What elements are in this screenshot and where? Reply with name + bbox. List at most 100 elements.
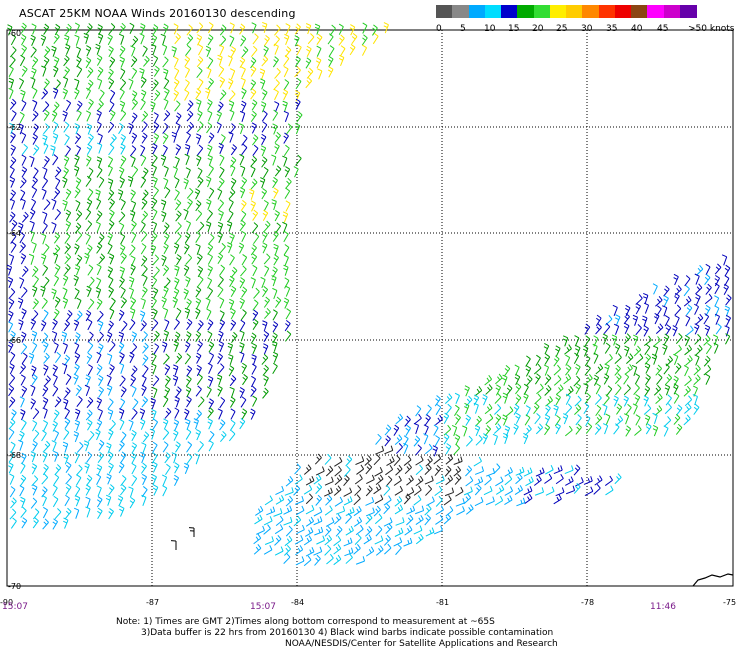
wind-barb (54, 430, 60, 442)
wind-barb (30, 384, 36, 397)
wind-barb (282, 88, 289, 101)
wind-barb (284, 166, 291, 178)
wind-barb (264, 265, 270, 277)
wind-barb (228, 100, 235, 112)
wind-barb (29, 230, 35, 242)
wind-barb (130, 210, 136, 222)
wind-barb (704, 293, 713, 305)
wind-barb (343, 496, 353, 506)
wind-barb (86, 352, 93, 364)
wind-barb (75, 384, 82, 396)
wind-barb (21, 385, 28, 397)
wind-barb (63, 167, 69, 179)
wind-barb (207, 319, 214, 331)
wind-barb (128, 287, 135, 299)
wind-barb (373, 454, 381, 466)
wind-barb (119, 222, 125, 234)
wind-barb (454, 434, 461, 446)
wind-barb (74, 288, 80, 300)
wind-barb (465, 504, 474, 515)
wind-barb (85, 208, 92, 220)
wind-barb (186, 396, 192, 408)
wind-barb (653, 312, 660, 325)
wind-barb (228, 90, 236, 102)
wind-barb (10, 330, 16, 342)
wind-barb (20, 374, 26, 386)
latitude-label: -66 (8, 336, 21, 345)
wind-barb (74, 352, 81, 364)
wind-barb (197, 176, 204, 188)
wind-barb (663, 295, 669, 307)
wind-barb (152, 79, 159, 91)
wind-barb (88, 98, 94, 110)
wind-barb (623, 373, 630, 385)
wind-barb (474, 386, 483, 397)
wind-barb (673, 273, 679, 286)
wind-barb (31, 241, 37, 253)
wind-barb (96, 109, 102, 122)
wind-barb (119, 505, 125, 517)
wind-barb (197, 78, 204, 90)
wind-barb (108, 45, 114, 58)
wind-barb (139, 67, 145, 79)
wind-barb (365, 507, 375, 517)
wind-barb (87, 188, 94, 200)
wind-barb (197, 110, 203, 122)
wind-barb (31, 365, 37, 377)
wind-barb (230, 266, 238, 278)
wind-barb (314, 554, 321, 566)
lat-lon-grid (7, 30, 733, 586)
wind-barb (175, 210, 182, 222)
wind-barb (632, 314, 639, 326)
wind-barb (162, 122, 169, 134)
wind-barb (74, 88, 80, 100)
wind-barb (139, 408, 146, 420)
wind-barb (185, 386, 192, 398)
wind-barb (644, 414, 651, 426)
wind-barb (635, 414, 641, 426)
wind-barb (285, 525, 293, 537)
pass-time-label: 11:46 (650, 602, 676, 612)
wind-barb (186, 441, 193, 453)
wind-barb (296, 44, 302, 56)
wind-barb (64, 242, 71, 255)
wind-barb (219, 35, 227, 47)
wind-barb (485, 384, 493, 395)
wind-barb (87, 419, 93, 431)
wind-barb (313, 474, 322, 485)
wind-barb (644, 385, 651, 397)
wind-barb (303, 464, 312, 475)
wind-barb (9, 473, 15, 485)
wind-barb (87, 318, 93, 331)
wind-barb (85, 220, 93, 232)
wind-barb (283, 54, 290, 67)
wind-barb (63, 453, 69, 465)
wind-barb (544, 385, 552, 396)
wind-barb (109, 297, 116, 309)
wind-barb (75, 177, 82, 189)
wind-barb (97, 33, 104, 45)
wind-barb (217, 408, 223, 420)
wind-barb (443, 412, 450, 424)
wind-barb (120, 431, 127, 443)
wind-barb (553, 465, 563, 475)
wind-barb (107, 398, 114, 410)
latitude-label: -60 (8, 29, 21, 38)
wind-barb (140, 451, 146, 464)
wind-barb (365, 513, 373, 525)
wind-barb (230, 144, 238, 156)
wind-barb (8, 298, 15, 310)
wind-barb (20, 253, 27, 265)
wind-barb (413, 495, 422, 506)
wind-barb (356, 464, 365, 475)
wind-barb (163, 242, 169, 255)
wind-barb (274, 131, 281, 143)
wind-barb (186, 198, 193, 210)
wind-barb (52, 495, 59, 508)
wind-barb (186, 34, 194, 46)
wind-barb (635, 353, 644, 365)
wind-barb (415, 475, 424, 487)
wind-barb (185, 276, 191, 288)
wind-barb (230, 319, 237, 331)
wind-barb (383, 534, 391, 546)
